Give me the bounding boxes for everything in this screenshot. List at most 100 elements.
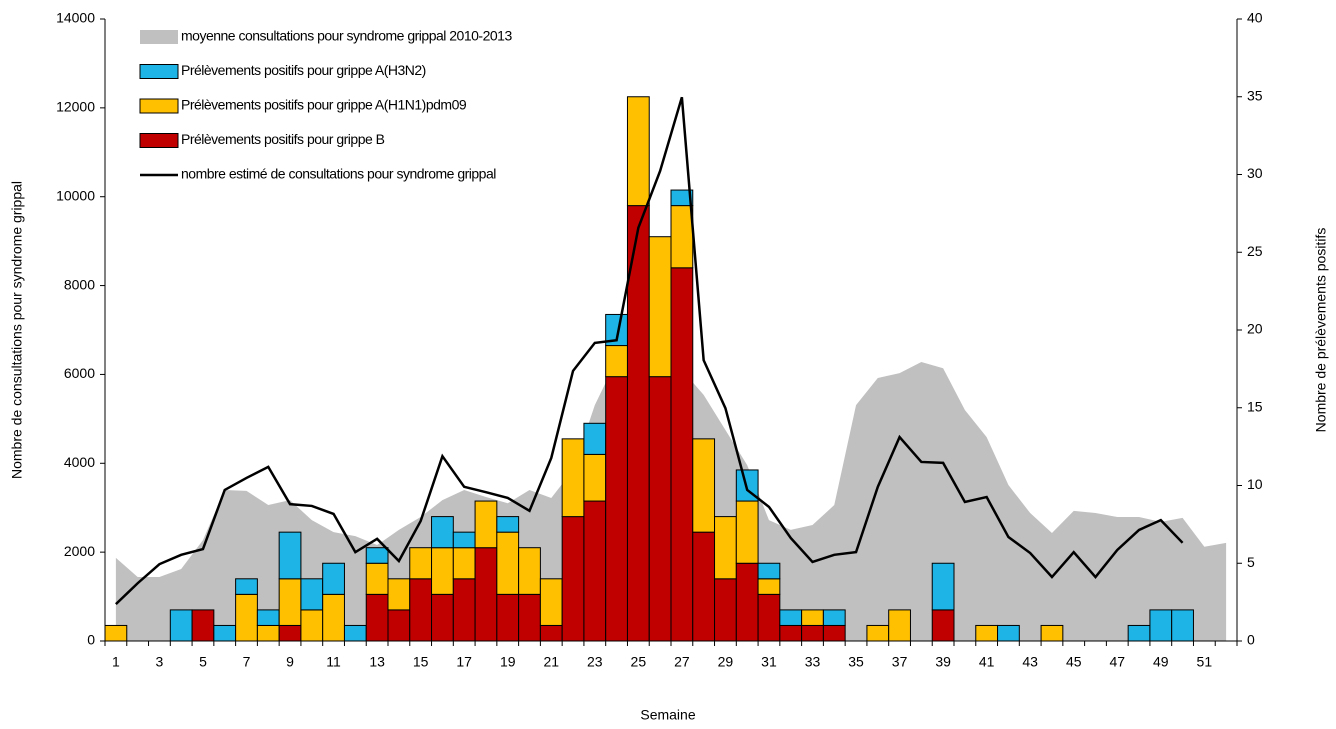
legend-swatch xyxy=(139,64,179,79)
bar xyxy=(561,438,585,518)
x-tick-label: 21 xyxy=(543,654,559,670)
y2-tick-label: 0 xyxy=(1247,632,1255,648)
x-tick-label: 43 xyxy=(1022,654,1038,670)
bar xyxy=(670,189,694,207)
bar xyxy=(692,438,716,533)
bar xyxy=(365,593,389,642)
bar xyxy=(757,593,781,642)
bar xyxy=(714,516,737,580)
bar xyxy=(866,624,890,642)
bar xyxy=(931,609,955,642)
bar xyxy=(387,578,411,611)
y2-tick-label: 40 xyxy=(1247,10,1263,26)
legend-swatch xyxy=(139,133,179,148)
bar xyxy=(757,578,781,595)
y2-tick-label: 20 xyxy=(1247,321,1263,337)
bar xyxy=(757,562,781,580)
bar xyxy=(648,236,672,378)
bar xyxy=(191,609,215,642)
y-tick-label: 8000 xyxy=(64,276,95,292)
bar xyxy=(518,593,541,642)
x-tick-label: 15 xyxy=(413,654,429,670)
legend-swatch xyxy=(140,30,178,44)
bar xyxy=(605,345,628,378)
bar xyxy=(278,578,302,626)
bar xyxy=(1040,624,1064,642)
y-tick-label: 12000 xyxy=(56,99,95,115)
bar xyxy=(735,562,759,642)
x-tick-label: 7 xyxy=(243,654,251,670)
x-tick-label: 31 xyxy=(761,654,777,670)
bar xyxy=(539,578,563,626)
bar xyxy=(322,593,345,642)
bar xyxy=(387,609,411,642)
bar xyxy=(561,516,585,642)
x-tick-label: 51 xyxy=(1197,654,1213,670)
y2-tick-label: 10 xyxy=(1247,476,1263,492)
bar xyxy=(975,624,999,642)
bar xyxy=(474,547,498,642)
bar xyxy=(365,547,389,564)
legend-label: Prélèvements positifs pour grippe B xyxy=(181,131,385,147)
y2-tick-label: 5 xyxy=(1247,554,1255,570)
bar xyxy=(735,500,759,564)
bar xyxy=(801,609,824,626)
x-tick-label: 3 xyxy=(156,654,164,670)
bar xyxy=(213,624,237,642)
y2-tick-label: 35 xyxy=(1247,87,1263,103)
x-tick-label: 49 xyxy=(1153,654,1169,670)
legend-label: moyenne consultations pour syndrome grip… xyxy=(181,28,512,44)
y-tick-label: 6000 xyxy=(64,365,95,381)
bar xyxy=(431,547,454,595)
bar xyxy=(300,609,324,642)
y2-tick-label: 15 xyxy=(1247,398,1263,414)
x-tick-label: 29 xyxy=(718,654,734,670)
bar xyxy=(343,624,367,642)
y-tick-label: 0 xyxy=(87,632,95,648)
bar xyxy=(409,578,433,642)
legend-swatch xyxy=(139,98,179,114)
bar xyxy=(648,376,672,642)
y-tick-label: 14000 xyxy=(56,10,95,26)
bar xyxy=(997,624,1020,642)
x-tick-label: 39 xyxy=(935,654,951,670)
bar xyxy=(626,96,650,207)
x-tick-label: 5 xyxy=(199,654,207,670)
bar xyxy=(496,516,520,533)
bar xyxy=(931,562,955,611)
bar xyxy=(1171,609,1194,642)
bar xyxy=(583,422,607,455)
line xyxy=(115,96,1184,606)
bar xyxy=(822,624,846,642)
bar xyxy=(888,609,911,642)
bar xyxy=(1127,624,1151,642)
bar xyxy=(539,624,563,642)
bar xyxy=(692,531,716,642)
x-tick-label: 23 xyxy=(587,654,603,670)
bar xyxy=(452,531,476,549)
x-tick-label: 25 xyxy=(631,654,647,670)
bar xyxy=(670,205,694,269)
x-tick-label: 13 xyxy=(369,654,385,670)
x-tick-label: 33 xyxy=(805,654,821,670)
bar xyxy=(256,609,280,626)
bar xyxy=(605,376,628,642)
y2-axis-label: Nombre de prélèvements positifs xyxy=(1313,228,1329,433)
bar xyxy=(452,578,476,642)
bar xyxy=(1149,609,1173,642)
bar xyxy=(801,624,824,642)
y2-tick-label: 25 xyxy=(1247,243,1263,259)
x-tick-label: 1 xyxy=(112,654,120,670)
legend-label: Prélèvements positifs pour grippe A(H1N1… xyxy=(181,97,467,113)
bar xyxy=(496,531,520,595)
bar xyxy=(104,624,128,642)
y-tick-label: 4000 xyxy=(64,454,95,470)
legend-label: Prélèvements positifs pour grippe A(H3N2… xyxy=(181,62,426,78)
x-tick-label: 17 xyxy=(456,654,472,670)
bar xyxy=(822,609,846,626)
bar xyxy=(670,267,694,642)
x-tick-label: 41 xyxy=(979,654,995,670)
bar xyxy=(779,609,803,626)
bar xyxy=(278,531,302,580)
bar xyxy=(583,453,607,502)
